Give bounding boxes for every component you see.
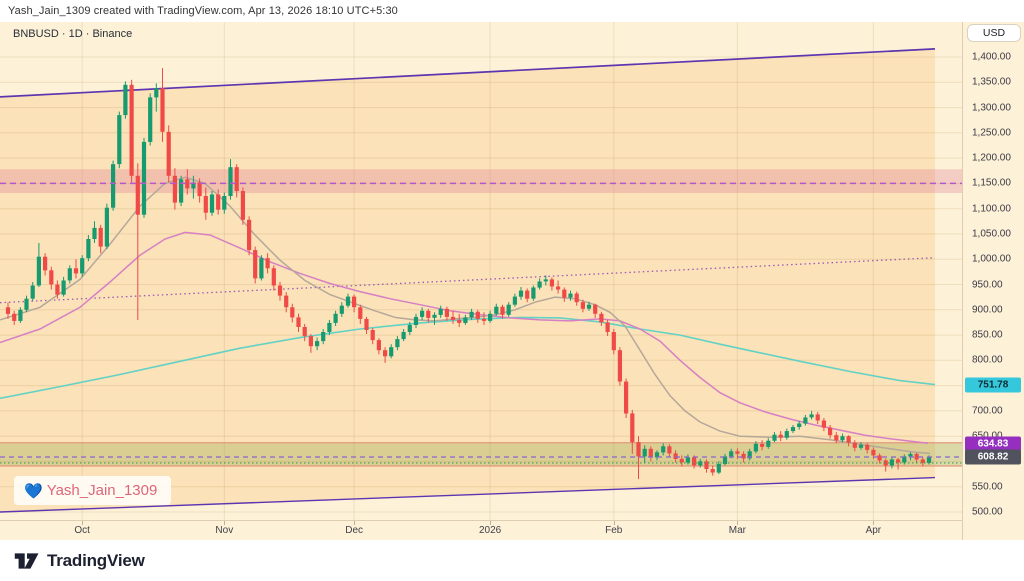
symbol-legend[interactable]: BNBUSD · 1D · Binance — [13, 28, 133, 40]
heart-icon: 💙 — [24, 482, 43, 500]
price-axis-label: 1,250.00 — [972, 127, 1011, 139]
date-axis-tick — [82, 521, 84, 525]
price-axis-label: 700.00 — [972, 405, 1003, 417]
price-badge: 608.82 — [965, 449, 1021, 465]
price-axis-label: 800.00 — [972, 354, 1003, 366]
chart-area[interactable]: BNBUSD · 1D · Binance Oct Nov Dec 2026 Feb Ma… — [0, 22, 1024, 540]
price-axis[interactable]: USD 1,400.00 1,350.00 1,300.00 1,250.00 1,20… — [962, 22, 1024, 540]
date-axis-label: 2026 — [479, 525, 502, 536]
watermark: 💙 Yash_Jain_1309 — [14, 476, 172, 505]
price-badge: 751.78 — [965, 377, 1021, 393]
price-axis-label: 1,050.00 — [972, 228, 1011, 240]
date-axis-label: Feb — [605, 525, 623, 536]
date-axis-label: Dec — [345, 525, 364, 536]
date-axis[interactable]: Oct Nov Dec 2026 Feb Mar Apr — [0, 520, 962, 540]
price-axis-label: 1,350.00 — [972, 76, 1011, 88]
attribution-text: Yash_Jain_1309 created with TradingView.… — [8, 5, 398, 17]
price-badge: 634.83 — [965, 436, 1021, 452]
date-axis-tick — [224, 521, 226, 525]
price-axis-label: 1,400.00 — [972, 51, 1011, 63]
date-axis-label: Nov — [215, 525, 234, 536]
price-chart-svg[interactable] — [0, 22, 962, 520]
price-axis-label: 1,200.00 — [972, 152, 1011, 164]
date-axis-label: Apr — [865, 525, 882, 536]
date-axis-label: Oct — [74, 525, 90, 536]
price-axis-label: 1,000.00 — [972, 253, 1011, 265]
date-axis-tick — [613, 521, 615, 525]
attribution-bar: Yash_Jain_1309 created with TradingView.… — [0, 0, 1024, 22]
price-axis-label: 850.00 — [972, 329, 1003, 341]
date-axis-label: Mar — [728, 525, 746, 536]
price-axis-label: 1,100.00 — [972, 203, 1011, 215]
date-axis-tick — [737, 521, 739, 525]
price-axis-label: 650.00 — [963, 431, 1021, 442]
watermark-username: Yash_Jain_1309 — [46, 482, 158, 499]
price-axis-label: 950.00 — [972, 279, 1003, 290]
date-axis-tick — [873, 521, 875, 525]
price-axis-label: 900.00 — [972, 304, 1003, 316]
price-axis-label: 1,150.00 — [972, 177, 1011, 189]
price-axis-label: 1,300.00 — [972, 102, 1011, 114]
currency-toggle-button[interactable]: USD — [967, 24, 1021, 42]
price-axis-label: 500.00 — [972, 506, 1003, 518]
footer-bar: TradingView — [0, 540, 1024, 581]
date-axis-tick — [354, 521, 356, 525]
price-axis-label: 550.00 — [972, 481, 1003, 493]
tradingview-logo-icon — [14, 552, 39, 569]
date-axis-tick — [490, 521, 492, 525]
tradingview-brand-text: TradingView — [47, 550, 145, 570]
